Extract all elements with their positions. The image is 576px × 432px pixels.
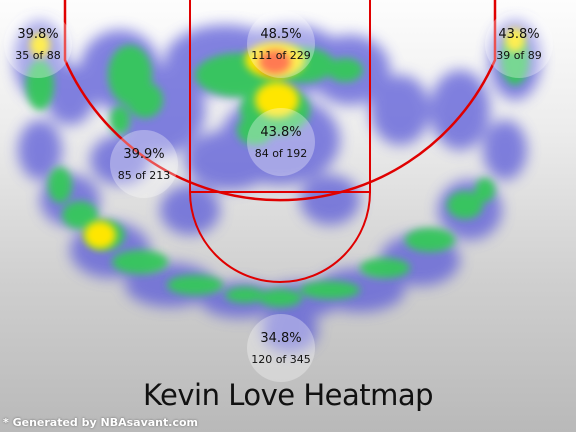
zone-left-midrange: 39.9% 85 of 213 — [110, 130, 178, 198]
zone-left-corner-three: 39.8% 35 of 88 — [4, 10, 72, 78]
zone-made-of-attempts: 120 of 345 — [251, 353, 311, 366]
paint-key — [189, 0, 371, 193]
zone-paint-non-restricted: 43.8% 84 of 192 — [247, 108, 315, 176]
mid-density — [26, 35, 529, 307]
footer-credit: * Generated by NBAsavant.com — [3, 416, 198, 429]
three-point-line — [63, 0, 497, 202]
zone-percentage: 39.9% — [123, 147, 164, 162]
heat-blobs — [14, 20, 541, 352]
zone-percentage: 34.8% — [260, 331, 301, 346]
zone-bubble — [247, 10, 315, 78]
zone-bubble — [247, 108, 315, 176]
zone-right-corner-three: 43.8% 39 of 89 — [485, 10, 553, 78]
zone-percentage: 48.5% — [260, 27, 301, 42]
zone-bubble — [110, 130, 178, 198]
zone-percentage: 39.8% — [17, 27, 58, 42]
zone-made-of-attempts: 35 of 88 — [15, 49, 61, 62]
court-lines — [63, 0, 497, 283]
zone-paint-restricted: 48.5% 111 of 229 — [247, 10, 315, 78]
zone-percentage: 43.8% — [498, 27, 539, 42]
zone-made-of-attempts: 111 of 229 — [251, 49, 311, 62]
zone-made-of-attempts: 85 of 213 — [118, 169, 171, 182]
free-throw-circle — [189, 191, 371, 283]
zone-bubble — [247, 314, 315, 382]
chart-title: Kevin Love Heatmap — [142, 378, 434, 412]
zone-percentage: 43.8% — [260, 125, 301, 140]
zone-made-of-attempts: 84 of 192 — [255, 147, 308, 160]
zone-above-break-three: 34.8% 120 of 345 — [247, 314, 315, 382]
zone-made-of-attempts: 39 of 89 — [496, 49, 542, 62]
hot-density — [259, 50, 291, 74]
zone-bubble — [485, 10, 553, 78]
zone-labels: 39.8% 35 of 88 48.5% 111 of 229 43.8% 39 of 8… — [4, 10, 553, 382]
zone-bubble — [4, 10, 72, 78]
